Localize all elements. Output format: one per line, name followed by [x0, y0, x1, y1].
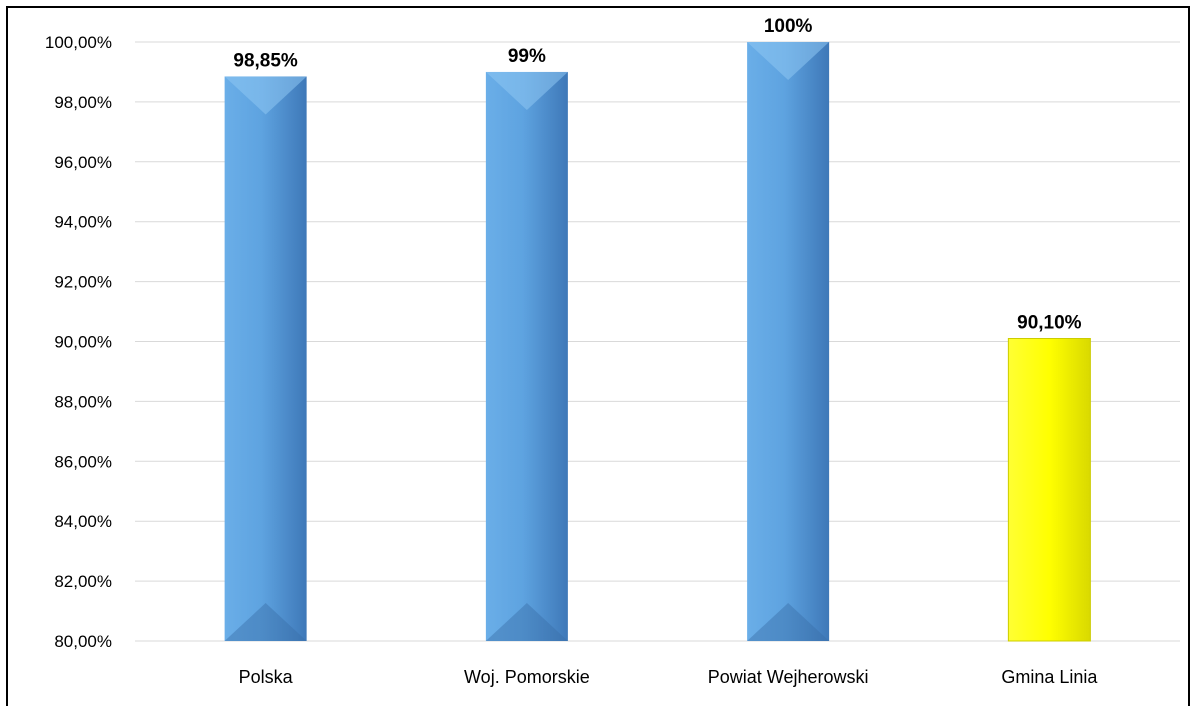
bar-body	[747, 42, 830, 641]
y-tick-label: 92,00%	[54, 273, 112, 292]
bar-body	[1008, 338, 1091, 641]
data-label: 99%	[508, 46, 546, 67]
bar-top-bevel	[747, 42, 830, 80]
data-label: 90,10%	[1017, 313, 1082, 334]
data-label: 100%	[764, 16, 813, 37]
data-labels: 98,85% 99% 100% 90,10%	[233, 16, 1081, 334]
chart-frame	[6, 6, 1190, 706]
bar	[1007, 338, 1091, 642]
y-tick-label: 86,00%	[54, 452, 112, 471]
x-axis-category-labels: Polska Woj. Pomorskie Powiat Wejherowski Gm…	[239, 667, 1099, 687]
y-tick-label: 82,00%	[54, 572, 112, 591]
x-category-label: Polska	[239, 667, 294, 687]
y-tick-label: 94,00%	[54, 213, 112, 232]
bar-top-bevel	[485, 71, 568, 110]
x-category-label: Woj. Pomorskie	[464, 667, 590, 687]
y-tick-label: 100,00%	[45, 33, 112, 52]
data-label: 98,85%	[233, 50, 298, 71]
y-tick-label: 80,00%	[54, 632, 112, 651]
bar-bottom-bevel	[224, 603, 307, 641]
x-category-label: Powiat Wejherowski	[708, 667, 869, 687]
bar	[224, 76, 307, 641]
gridlines	[135, 41, 1180, 642]
bar-body	[224, 76, 307, 641]
bar-body	[485, 71, 568, 641]
bar-bottom-bevel	[747, 603, 830, 641]
y-tick-label: 98,00%	[54, 93, 112, 112]
bar	[485, 71, 568, 641]
y-tick-label: 84,00%	[54, 512, 112, 531]
y-tick-label: 88,00%	[54, 392, 112, 411]
bar-bottom-bevel	[485, 603, 568, 641]
y-axis-tick-labels: 80,00% 82,00% 84,00% 86,00% 88,00% 90,00% 92,0…	[45, 33, 112, 651]
bar	[747, 42, 830, 641]
y-tick-label: 96,00%	[54, 153, 112, 172]
x-category-label: Gmina Linia	[1001, 667, 1098, 687]
bar-top-bevel	[224, 76, 307, 115]
y-tick-label: 90,00%	[54, 333, 112, 352]
bars	[224, 42, 1091, 642]
bar-outline	[1007, 338, 1091, 642]
